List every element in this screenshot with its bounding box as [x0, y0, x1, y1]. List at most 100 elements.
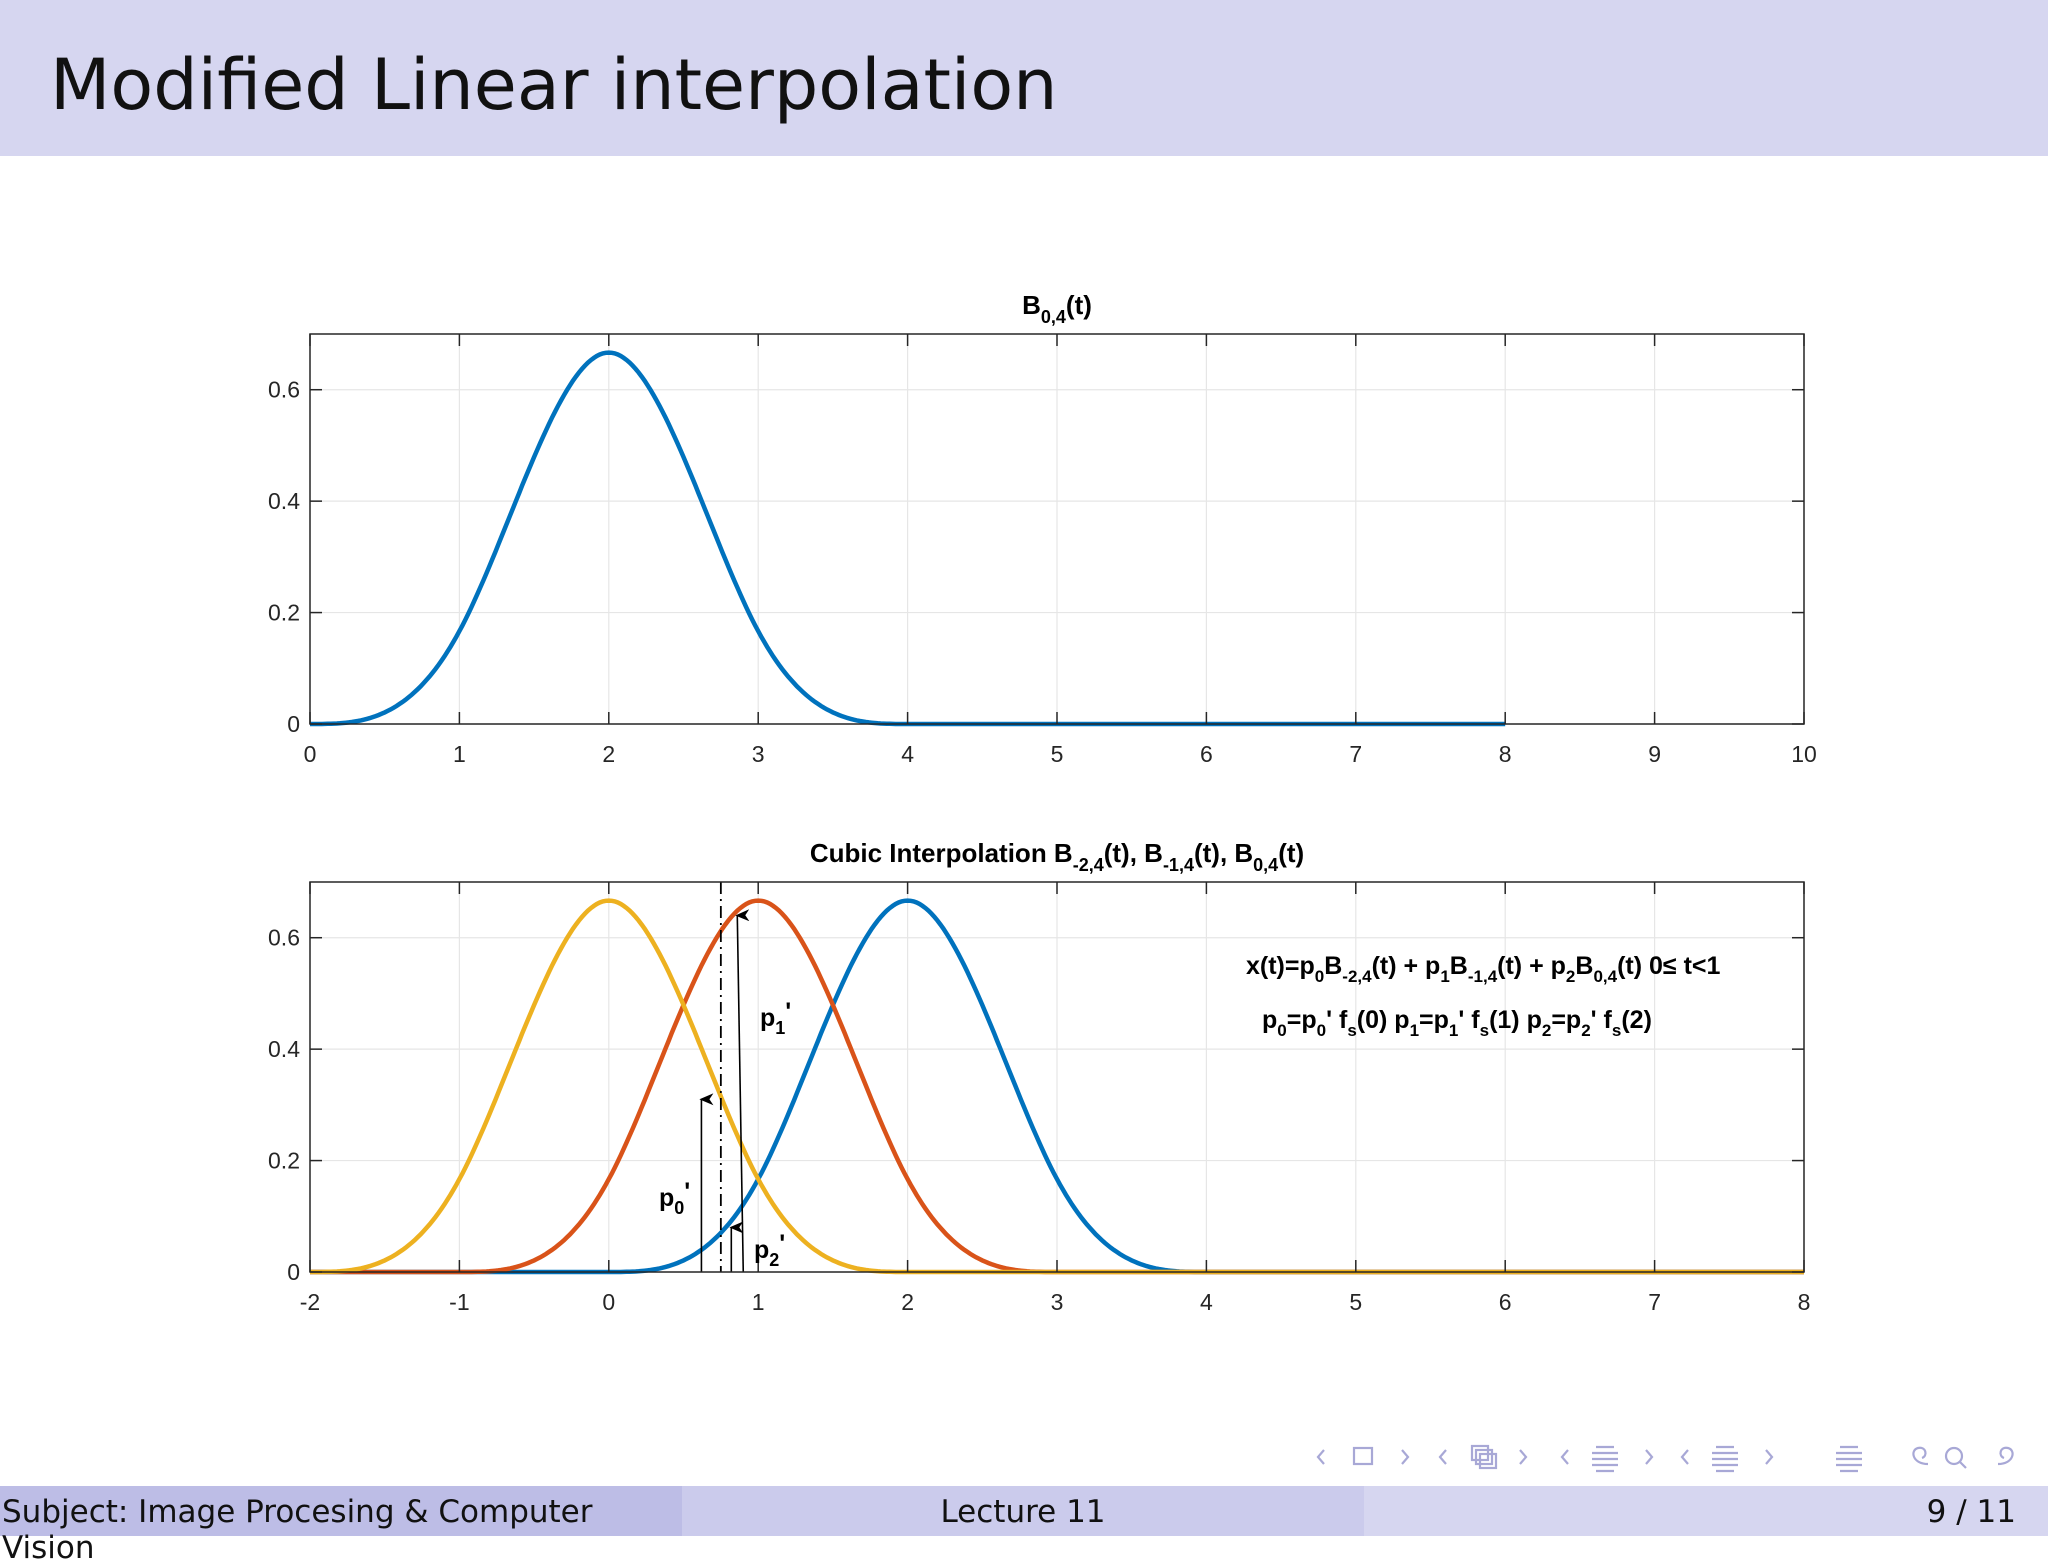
- equation-part: =p: [1419, 1006, 1449, 1034]
- equation-part: =p: [1287, 1006, 1317, 1034]
- chart-bottom-arrows: [699, 909, 750, 1273]
- chart-bottom: -2 -1 0 1 2 3 4 5 6 7 8 0 0.2 0.4 0.6 Cubic Interpolat…: [268, 838, 1810, 1315]
- chart-top-title: B0,4(t): [1022, 290, 1092, 327]
- label-p0: p0': [659, 1178, 690, 1218]
- nav-next-section-icon[interactable]: [1519, 1449, 1528, 1465]
- x-tick-label: -2: [300, 1289, 320, 1315]
- y-tick-label: 0.4: [268, 488, 300, 514]
- equation-part: (1) p: [1489, 1006, 1542, 1034]
- x-tick-label: 7: [1349, 741, 1362, 767]
- x-tick-label: 0: [304, 741, 317, 767]
- y-tick-label: 0.6: [268, 925, 300, 951]
- equation-part: ' f: [1591, 1006, 1613, 1034]
- x-tick-label: 8: [1499, 741, 1512, 767]
- nav-prev-subsection-icon[interactable]: [1560, 1449, 1569, 1465]
- equation-part: s: [1480, 1021, 1489, 1040]
- chart-top: 0 1 2 3 4 5 6 7 8 9 10 0 0.2 0.4 0.6 B0,4(t): [268, 290, 1817, 767]
- equation-part: 0: [1315, 967, 1324, 986]
- nav-align-icon[interactable]: [1836, 1445, 1862, 1473]
- chart-bottom-grid: [309, 882, 1805, 1273]
- y-tick-label: 0.6: [268, 377, 300, 403]
- x-tick-label: 5: [1051, 741, 1064, 767]
- nav-next-subsubsection-icon[interactable]: [1765, 1449, 1774, 1465]
- equation-part: (t) + p: [1497, 952, 1566, 980]
- x-tick-label: 9: [1648, 741, 1661, 767]
- x-tick-label: -1: [449, 1289, 469, 1315]
- x-tick-label: 3: [1051, 1289, 1064, 1315]
- footer: Subject: Image Procesing & Computer Visi…: [0, 1486, 2048, 1566]
- nav-search-icon[interactable]: [1912, 1446, 2014, 1469]
- equation-part: ' f: [1326, 1006, 1348, 1034]
- equation-part: (2): [1621, 1006, 1652, 1034]
- nav-subsection-icon[interactable]: [1592, 1445, 1618, 1473]
- equation-part: -1,4: [1468, 967, 1498, 986]
- x-tick-label: 5: [1349, 1289, 1362, 1315]
- equation-line-2: p0=p0' fs(0) p1=p1' fs(1) p2=p2' fs(2): [1262, 1006, 1652, 1040]
- equation-part: s: [1612, 1021, 1621, 1040]
- nav-prev-subsubsection-icon[interactable]: [1680, 1449, 1689, 1465]
- x-tick-label: 4: [901, 741, 914, 767]
- y-tick-label: 0.4: [268, 1036, 300, 1062]
- equation-part: (0) p: [1357, 1006, 1410, 1034]
- y-tick-label: 0.2: [268, 1148, 300, 1174]
- equation-part: 1: [1410, 1021, 1419, 1040]
- x-tick-label: 3: [752, 741, 765, 767]
- equation-part: B: [1450, 952, 1468, 980]
- x-tick-label: 0: [602, 1289, 615, 1315]
- equation-part: 2: [1542, 1021, 1551, 1040]
- slide-title: Modified Linear interpolation: [50, 44, 1058, 126]
- equation-part: 1: [1440, 967, 1449, 986]
- label-p2: p2': [754, 1230, 785, 1270]
- x-tick-label: 7: [1648, 1289, 1661, 1315]
- nav-prev-frame-icon[interactable]: [1316, 1449, 1325, 1465]
- nav-next-subsection-icon[interactable]: [1645, 1449, 1654, 1465]
- y-tick-label: 0: [287, 711, 300, 737]
- equation-part: 0,4: [1593, 967, 1617, 986]
- title-bar: Modified Linear interpolation: [0, 0, 2048, 156]
- equation-part: ' f: [1458, 1006, 1480, 1034]
- nav-frame-icon[interactable]: [1352, 1446, 1374, 1466]
- equation-part: (t) + p: [1372, 952, 1441, 980]
- nav-subsubsection-icon[interactable]: [1712, 1445, 1738, 1473]
- equation-part: 0: [1317, 1021, 1326, 1040]
- equation-part: B: [1324, 952, 1342, 980]
- label-p1: p1': [760, 998, 791, 1038]
- equation-part: (t) 0: [1617, 952, 1663, 980]
- chart-top-ticks: 0 1 2 3 4 5 6 7 8 9 10 0 0.2 0.4 0.6: [268, 334, 1817, 767]
- nav-prev-section-icon[interactable]: [1438, 1449, 1447, 1465]
- footer-page-number: 9 / 11: [1926, 1494, 2016, 1530]
- x-tick-label: 4: [1200, 1289, 1213, 1315]
- equation-line-1: x(t)=p0B-2,4(t) + p1B-1,4(t) + p2B0,4(t)…: [1246, 952, 1721, 986]
- x-tick-label: 1: [752, 1289, 765, 1315]
- x-tick-label: 6: [1200, 741, 1213, 767]
- x-tick-label: 1: [453, 741, 466, 767]
- y-tick-label: 0.2: [268, 600, 300, 626]
- nav-section-icon[interactable]: [1470, 1444, 1498, 1470]
- footer-subject: Subject: Image Procesing & Computer Visi…: [2, 1494, 593, 1566]
- chart-top-grid: [309, 334, 1805, 725]
- equation-part: s: [1347, 1021, 1356, 1040]
- x-tick-label: 10: [1791, 741, 1817, 767]
- footer-lecture: Lecture 11: [940, 1494, 1106, 1530]
- chart-bottom-ticks: -2 -1 0 1 2 3 4 5 6 7 8 0 0.2 0.4 0.6: [268, 882, 1810, 1315]
- x-tick-label: 2: [901, 1289, 914, 1315]
- x-tick-label: 2: [602, 741, 615, 767]
- x-tick-label: 6: [1499, 1289, 1512, 1315]
- equation-part: =p: [1551, 1006, 1581, 1034]
- footer-subject-panel: Subject: Image Procesing & Computer Visi…: [0, 1486, 682, 1566]
- equation-part: p: [1262, 1006, 1277, 1034]
- navigation-bar: [1316, 1444, 2014, 1473]
- footer-lecture-panel: Lecture 11: [682, 1486, 1364, 1536]
- equation-part: B: [1575, 952, 1593, 980]
- arrow: [735, 909, 750, 1273]
- nav-next-frame-icon[interactable]: [1401, 1449, 1410, 1465]
- equation-part: x(t)=p: [1246, 952, 1315, 980]
- equation-part: ≤: [1663, 952, 1677, 980]
- equation-part: -2,4: [1342, 967, 1372, 986]
- footer-page-panel: 9 / 11: [1364, 1486, 2048, 1536]
- equation-part: t<1: [1677, 952, 1721, 980]
- equation-part: 2: [1566, 967, 1575, 986]
- equation-part: 1: [1449, 1021, 1458, 1040]
- equation-part: 0: [1277, 1021, 1286, 1040]
